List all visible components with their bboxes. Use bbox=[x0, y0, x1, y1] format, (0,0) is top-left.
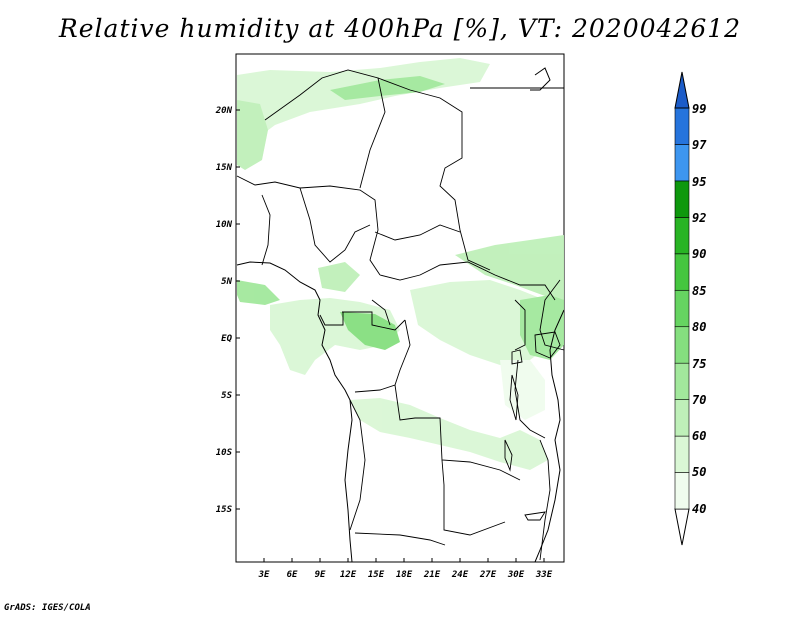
colorbar-label: 90 bbox=[692, 247, 706, 261]
lat-label: 10N bbox=[216, 220, 233, 230]
lon-label: 24E bbox=[451, 570, 469, 580]
colorbar-label: 60 bbox=[692, 429, 706, 443]
lat-label: 5N bbox=[221, 277, 232, 287]
colorbar-segment bbox=[674, 144, 690, 182]
colorbar-label: 70 bbox=[692, 393, 706, 407]
colorbar-label: 75 bbox=[692, 357, 706, 371]
lon-label: 3E bbox=[258, 570, 270, 580]
colorbar-top-arrow bbox=[674, 71, 690, 109]
lakes bbox=[504, 331, 561, 521]
lon-label: 18E bbox=[396, 570, 413, 580]
colorbar-label: 95 bbox=[692, 175, 706, 189]
colorbar-label: 92 bbox=[692, 211, 706, 225]
colorbar-segment bbox=[674, 180, 690, 218]
colorbar-segment bbox=[674, 399, 690, 437]
colorbar-segment bbox=[674, 326, 690, 364]
coastline bbox=[236, 67, 565, 563]
lon-label: 15E bbox=[368, 570, 385, 580]
colorbar-segment bbox=[674, 217, 690, 255]
lat-label: 10S bbox=[216, 448, 233, 458]
lon-label: 9E bbox=[315, 570, 326, 580]
lon-label: 21E bbox=[423, 570, 441, 580]
lat-label: 5S bbox=[221, 391, 232, 401]
lon-label: 27E bbox=[479, 570, 497, 580]
colorbar-label: 50 bbox=[692, 465, 706, 479]
colorbar-segment bbox=[674, 289, 690, 328]
colorbar-segment bbox=[674, 472, 690, 510]
colorbar-label: 80 bbox=[692, 320, 706, 334]
colorbar-label: 85 bbox=[692, 284, 706, 298]
lon-label: 12E bbox=[340, 570, 357, 580]
map-title: Relative humidity at 400hPa [%], VT: 202… bbox=[58, 14, 742, 43]
grads-credit: GrADS: IGES/COLA bbox=[4, 603, 91, 613]
lat-ticks bbox=[236, 109, 240, 510]
lon-ticks bbox=[263, 558, 545, 562]
colorbar-segment bbox=[674, 362, 690, 400]
colorbar-segment bbox=[674, 253, 690, 291]
lat-label: 15S bbox=[216, 505, 233, 515]
colorbar-segment bbox=[674, 107, 690, 145]
colorbar-segments bbox=[674, 71, 690, 546]
colorbar-segment bbox=[674, 435, 690, 473]
map-plot: 20N 15N 10N 5N EQ 5S 10S 15S 3E 6E 9E 12… bbox=[215, 53, 565, 580]
lat-label: 20N bbox=[215, 106, 233, 116]
colorbar-bottom-arrow bbox=[674, 508, 690, 546]
country-borders bbox=[236, 69, 565, 561]
colorbar: 40 50 60 70 75 80 85 90 92 95 97 99 bbox=[674, 71, 707, 546]
lat-label: 15N bbox=[216, 163, 233, 173]
colorbar-label: 40 bbox=[692, 502, 706, 516]
colorbar-label: 99 bbox=[692, 102, 706, 116]
lon-label: 33E bbox=[535, 570, 553, 580]
colorbar-label: 97 bbox=[692, 138, 707, 152]
lat-label: EQ bbox=[221, 334, 232, 344]
lon-label: 6E bbox=[287, 570, 298, 580]
lon-label: 30E bbox=[507, 570, 525, 580]
